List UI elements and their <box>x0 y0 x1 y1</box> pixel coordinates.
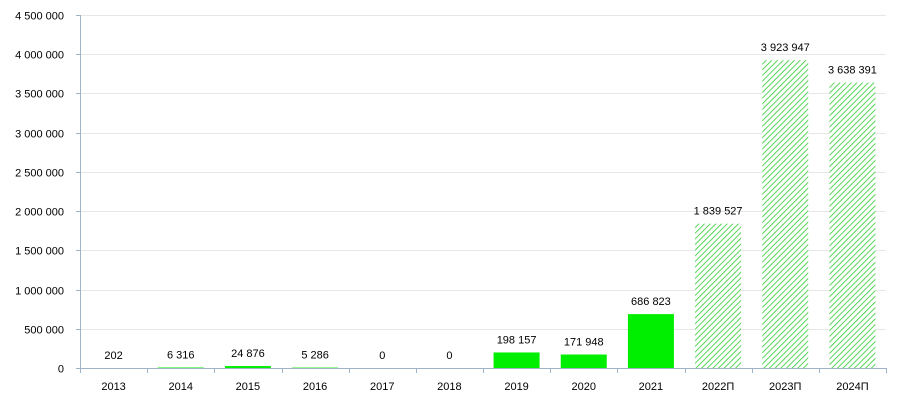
bars <box>157 60 876 369</box>
bar-forecast <box>829 82 876 368</box>
data-label: 202 <box>104 350 122 362</box>
data-label: 3 923 947 <box>761 42 810 54</box>
x-tick-label: 2023П <box>769 381 801 393</box>
axes <box>80 15 886 369</box>
x-tick-label: 2020 <box>572 381 596 393</box>
x-tick-label: 2021 <box>639 381 663 393</box>
bar <box>224 366 271 368</box>
data-labels: 202 6 316 24 876 5 286 0 0 198 157 171 948 686 8… <box>104 42 876 362</box>
gridlines <box>80 15 886 330</box>
x-tick-label: 2018 <box>437 381 461 393</box>
x-tick-label: 2022П <box>702 381 734 393</box>
bar <box>493 352 540 368</box>
data-label: 24 876 <box>231 348 265 360</box>
x-tick-label: 2024П <box>836 381 868 393</box>
data-label: 6 316 <box>167 350 195 362</box>
x-tick-label: 2014 <box>169 381 193 393</box>
bar <box>627 314 674 368</box>
data-label: 171 948 <box>564 337 604 349</box>
data-label: 5 286 <box>301 350 329 362</box>
bar <box>560 354 607 368</box>
y-tick-label: 0 <box>58 364 64 376</box>
data-label: 3 638 391 <box>828 65 877 77</box>
x-tick-label: 2019 <box>504 381 528 393</box>
data-label: 198 157 <box>497 334 537 346</box>
x-tick-label: 2016 <box>303 381 327 393</box>
x-tick-label: 2013 <box>101 381 125 393</box>
x-axis-tick-labels: 2013 2014 2015 2016 2017 2018 2019 2020 2021 2022… <box>80 368 887 393</box>
bar-forecast <box>762 60 809 368</box>
y-tick-label: 4 500 000 <box>15 11 64 23</box>
y-tick-label: 1 000 000 <box>15 286 64 298</box>
x-tick-label: 2015 <box>236 381 260 393</box>
data-label: 686 823 <box>631 296 671 308</box>
x-tick-label: 2017 <box>370 381 394 393</box>
y-tick-label: 500 000 <box>24 325 64 337</box>
data-label: 0 <box>379 350 385 362</box>
data-label: 0 <box>446 350 452 362</box>
y-tick-label: 2 000 000 <box>15 207 64 219</box>
y-tick-label: 3 000 000 <box>15 129 64 141</box>
bar-forecast <box>695 223 742 368</box>
data-label: 1 839 527 <box>694 206 743 218</box>
y-tick-label: 4 000 000 <box>15 50 64 62</box>
y-axis-tick-labels: 0 500 000 1 000 000 1 500 000 2 000 000 2 500… <box>15 11 80 376</box>
y-tick-label: 1 500 000 <box>15 246 64 258</box>
y-tick-label: 2 500 000 <box>15 168 64 180</box>
y-tick-label: 3 500 000 <box>15 89 64 101</box>
